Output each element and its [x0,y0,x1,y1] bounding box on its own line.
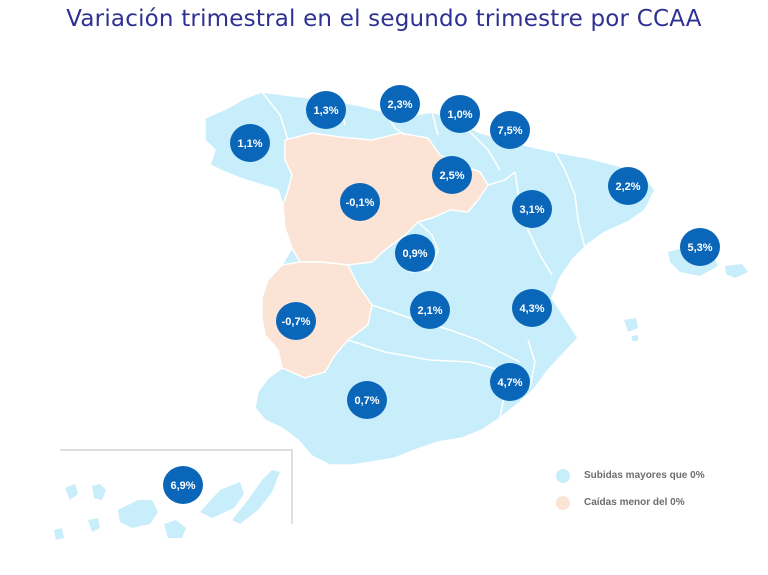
value-bubble [230,124,270,162]
value-bubble [306,91,346,129]
region-extremadura [261,261,373,379]
value-bubble [490,363,530,401]
value-label: 1,3% [313,105,338,117]
value-label: 0,7% [354,395,379,407]
value-bubble [347,381,387,419]
value-label: -0,7% [282,316,311,328]
value-bubble [440,95,480,133]
canary-islands [54,470,280,540]
value-bubbles: 1,1% 1,3% 2,3% 1,0% 7,5% 2,5% 2,2% 3,1% 5,3% -0,1… [163,85,720,504]
value-label: 7,5% [497,125,522,137]
value-bubble [395,234,435,272]
value-label: 2,3% [387,99,412,111]
value-label: 4,7% [497,377,522,389]
value-bubble [512,289,552,327]
value-label: 2,5% [439,170,464,182]
island-formentera [632,335,638,341]
value-label: 2,2% [615,181,640,193]
value-label: 2,1% [417,305,442,317]
value-bubble [380,85,420,123]
value-bubble [432,156,472,194]
value-label: 4,3% [519,303,544,315]
value-label: -0,1% [346,197,375,209]
legend-item: Caídas menor del 0% [556,489,705,516]
legend-dot-decrease [556,495,570,510]
value-bubble [276,302,316,340]
legend-label-increase: Subidas mayores que 0% [584,470,705,481]
canarias-frame [60,449,293,524]
island-menorca [725,264,748,278]
value-bubble [340,183,380,221]
value-label: 1,0% [447,109,472,121]
value-bubble [512,190,552,228]
value-bubble [680,228,720,266]
legend-dot-increase [556,468,570,483]
value-bubble [608,167,648,205]
value-bubble [410,291,450,329]
value-label: 3,1% [519,204,544,216]
value-bubble [163,466,203,504]
legend-item: Subidas mayores que 0% [556,462,705,489]
map-title: Variación trimestral en el segundo trime… [66,6,702,32]
value-label: 0,9% [402,248,427,260]
value-label: 6,9% [170,480,195,492]
legend: Subidas mayores que 0% Caídas menor del … [556,462,705,516]
value-bubble [490,111,530,149]
value-label: 1,1% [237,138,262,150]
legend-label-decrease: Caídas menor del 0% [584,497,685,508]
island-ibiza [624,318,638,332]
value-label: 5,3% [687,242,712,254]
